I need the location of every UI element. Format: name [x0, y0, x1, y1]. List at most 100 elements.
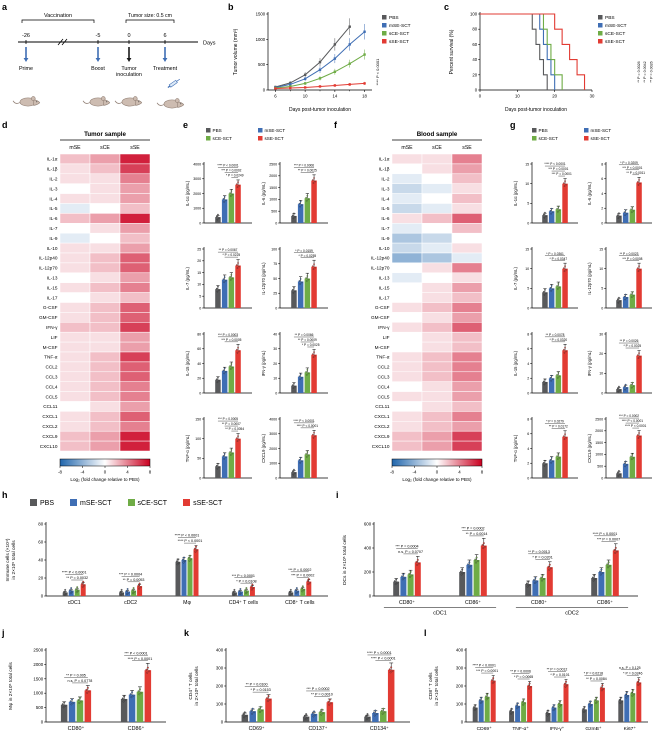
svg-text:0: 0: [436, 470, 439, 475]
svg-text:GM-CSF: GM-CSF: [371, 315, 390, 320]
svg-text:Prime: Prime: [19, 66, 33, 72]
svg-text:0: 0: [41, 594, 44, 599]
event-arrow-icon: [23, 47, 29, 62]
svg-text:Immune cells (×10⁴): Immune cells (×10⁴): [5, 538, 11, 581]
svg-text:Blood sample: Blood sample: [417, 131, 458, 138]
svg-text:1000: 1000: [595, 453, 603, 457]
svg-text:100: 100: [216, 702, 224, 707]
svg-text:200: 200: [216, 684, 224, 689]
svg-text:20: 20: [197, 259, 201, 263]
svg-text:IL-2: IL-2: [381, 176, 389, 181]
svg-text:IL-15 (pg/mL): IL-15 (pg/mL): [185, 350, 190, 376]
svg-text:* P = 0.0255: * P = 0.0255: [299, 254, 317, 258]
svg-text:**** P < 0.0001: **** P < 0.0001: [128, 657, 153, 661]
svg-text:CCL5: CCL5: [378, 394, 390, 399]
svg-text:0: 0: [527, 221, 529, 225]
svg-text:6: 6: [527, 432, 529, 436]
svg-text:**** P < 0.0001: **** P < 0.0001: [622, 419, 644, 423]
panel-label-a: a: [2, 2, 8, 12]
legend-swatch-icon: [127, 499, 135, 506]
svg-text:mSE-SCT: mSE-SCT: [265, 128, 286, 133]
svg-text:** P = 0.0042: ** P = 0.0042: [643, 61, 647, 82]
svg-text:0: 0: [275, 476, 277, 480]
svg-text:cDC2: cDC2: [565, 611, 578, 617]
svg-text:IL-10: IL-10: [379, 246, 390, 251]
svg-text:in 2×10⁵ total cells: in 2×10⁵ total cells: [194, 666, 200, 706]
svg-text:5: 5: [601, 287, 603, 291]
svg-text:* P = 0.0108: * P = 0.0108: [236, 579, 256, 583]
svg-text:Tumor volume (mm³): Tumor volume (mm³): [233, 28, 239, 75]
svg-text:**** P < 0.0001: **** P < 0.0001: [293, 419, 315, 423]
mouse-icon: [114, 96, 143, 107]
svg-text:-26: -26: [22, 33, 30, 39]
svg-text:*** P = 0.0001: *** P = 0.0001: [476, 669, 498, 673]
svg-text:**** P < 0.0001: **** P < 0.0001: [473, 664, 496, 668]
svg-text:sCE: sCE: [100, 145, 110, 151]
svg-text:20: 20: [599, 352, 603, 356]
svg-text:CD4⁺ T cells: CD4⁺ T cells: [188, 672, 194, 700]
svg-text:Vaccination: Vaccination: [44, 13, 72, 19]
svg-text:4: 4: [527, 447, 529, 451]
svg-text:0: 0: [601, 476, 603, 480]
svg-text:2000: 2000: [33, 662, 43, 667]
svg-text:IL-1α (pg/mL): IL-1α (pg/mL): [185, 180, 190, 206]
svg-text:0: 0: [601, 391, 603, 395]
grouped-bar-chart-l: 0 100 200 300 400 **** P < 0.0001*** P = 0.00…: [428, 648, 648, 732]
svg-text:TNF-α (pg/mL): TNF-α (pg/mL): [185, 434, 190, 462]
svg-text:CXCL2: CXCL2: [42, 424, 58, 429]
svg-text:100: 100: [456, 702, 464, 707]
panel-i-dc-chart: 0 200 400 600 *** P = 0.0004 n.s. P = 0.0707 C…: [336, 504, 658, 635]
svg-text:IL-12p70: IL-12p70: [39, 266, 58, 271]
svg-text:4: 4: [601, 192, 603, 196]
svg-text:IFN-γ: IFN-γ: [46, 325, 58, 330]
svg-text:* P = 0.0159: * P = 0.0159: [295, 249, 313, 253]
svg-text:100: 100: [271, 247, 277, 251]
svg-text:GzmB⁺: GzmB⁺: [585, 726, 602, 732]
svg-text:3000: 3000: [193, 177, 201, 181]
svg-text:*** P = 0.0005: *** P = 0.0005: [221, 338, 241, 342]
svg-text:15: 15: [525, 162, 529, 166]
svg-text:* P = 0.0246: * P = 0.0246: [623, 671, 642, 675]
event-arrow-icon: [162, 47, 168, 62]
svg-text:** P = 0.0084: ** P = 0.0084: [586, 677, 607, 681]
panel-f-blood-heatmap: Blood sample mSE sCE sSE IL-1α IL-1β IL-2 IL-3 I…: [334, 122, 512, 497]
svg-text:*** P = 0.0001: *** P = 0.0001: [552, 172, 572, 176]
svg-text:1000: 1000: [33, 691, 43, 696]
svg-text:CXCL9 (pg/mL): CXCL9 (pg/mL): [261, 433, 266, 463]
svg-text:0: 0: [479, 94, 482, 99]
legend-label: mSE-SCT: [80, 500, 112, 507]
svg-text:LIF: LIF: [51, 335, 58, 340]
panel-c-survival-chart: 0 20 40 60 80 100 0 10 20 30 Percent survival (%) D…: [444, 2, 658, 123]
svg-text:IL-12p70 (pg/mL): IL-12p70 (pg/mL): [587, 262, 592, 295]
svg-text:1000: 1000: [269, 198, 277, 202]
panel-g-blood-cytokine-bars: PBS mSE-SCT sCE-SCT sSE-SCT 0 5 10 15 **** P < 0…: [510, 122, 658, 497]
svg-text:0: 0: [199, 476, 201, 480]
panel-label-b: b: [228, 2, 234, 12]
svg-text:IL-2: IL-2: [49, 176, 57, 181]
heatmap-f: Blood sample mSE sCE sSE IL-1α IL-1β IL-2 IL-3 I…: [371, 131, 484, 482]
svg-text:* P = 0.0065: * P = 0.0065: [514, 675, 533, 679]
svg-text:500: 500: [597, 464, 603, 468]
svg-text:4: 4: [126, 470, 129, 475]
svg-text:2500: 2500: [269, 162, 277, 166]
svg-text:*** P < 0.0001: *** P < 0.0001: [622, 166, 642, 170]
legend-label: sCE-SCT: [137, 500, 168, 507]
group-legend: PBS mSE-SCT sCE-SCT sSE-SCT: [30, 492, 450, 507]
svg-text:1500: 1500: [269, 186, 277, 190]
svg-text:-8: -8: [58, 470, 62, 475]
svg-text:40: 40: [273, 332, 277, 336]
svg-text:400: 400: [456, 648, 464, 653]
svg-text:20: 20: [472, 72, 477, 77]
legend-item-sSE-SCT: sSE-SCT: [183, 499, 222, 507]
svg-text:CD80⁺: CD80⁺: [399, 600, 415, 606]
svg-text:0: 0: [221, 720, 224, 725]
svg-text:0: 0: [527, 391, 529, 395]
svg-text:*** P = 0.0002: *** P = 0.0002: [461, 527, 484, 531]
mouse-icon: [156, 98, 185, 109]
svg-text:500: 500: [258, 62, 266, 67]
svg-text:Days: Days: [203, 41, 216, 47]
svg-text:PBS: PBS: [389, 15, 399, 21]
